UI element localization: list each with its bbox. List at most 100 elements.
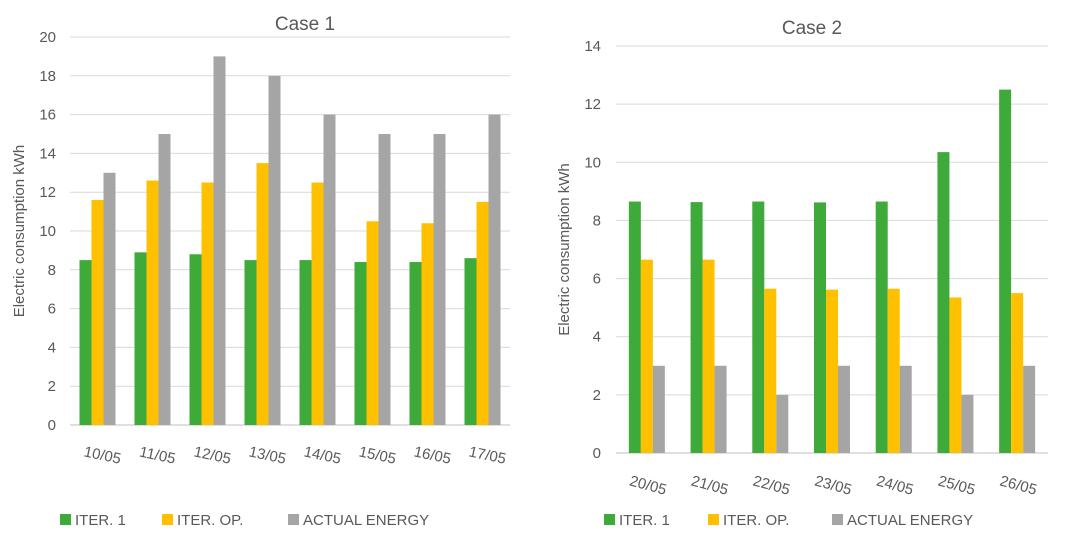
legend: ITER. 1 ITER. OP. ACTUAL ENERGY (604, 512, 973, 529)
x-tick-label: 16/05 (412, 443, 452, 467)
chart-title: Case 2 (782, 18, 842, 39)
x-tick-label: 25/05 (936, 473, 977, 499)
bar-iter-op (256, 163, 269, 425)
legend-label: ITER. 1 (619, 512, 670, 529)
y-tick-label: 14 (584, 38, 601, 55)
bar-iter-1 (814, 202, 826, 453)
legend-swatch (604, 514, 615, 525)
bar-iter-op (702, 259, 715, 453)
y-tick-label: 4 (593, 329, 601, 346)
bar-actual-energy (714, 365, 727, 453)
bar-iter-1 (875, 201, 888, 453)
y-tick-label: 8 (48, 262, 56, 279)
y-tick-label: 8 (593, 212, 601, 229)
x-tick-label: 23/05 (813, 473, 854, 499)
bar-iter-1 (409, 262, 422, 425)
legend-swatch (60, 514, 71, 525)
legend-label: ACTUAL ENERGY (303, 512, 429, 529)
x-tick-label: 24/05 (875, 473, 916, 499)
bar-iter-1 (752, 201, 765, 453)
x-tick-label: 11/05 (138, 443, 177, 467)
chart-title: Case 1 (275, 14, 335, 35)
x-tick-label: 15/05 (357, 443, 397, 467)
bar-iter-op (366, 221, 379, 425)
bar-actual-energy (433, 134, 446, 425)
legend-label: ITER. OP. (723, 512, 789, 529)
legend-swatch (288, 514, 299, 525)
y-tick-label: 6 (593, 271, 601, 288)
bar-actual-energy (1023, 365, 1036, 453)
y-axis-label: Electric consumption kWh (11, 145, 28, 318)
x-tick-label: 26/05 (998, 473, 1039, 499)
x-tick-label: 13/05 (247, 443, 287, 467)
x-tick-label: 17/05 (467, 443, 507, 467)
bar-actual-energy (158, 134, 171, 425)
bar-actual-energy (838, 365, 850, 453)
bar-iter-1 (628, 201, 641, 453)
bar-iter-op (311, 182, 324, 425)
y-tick-label: 6 (48, 301, 56, 318)
y-tick-label: 12 (584, 96, 601, 113)
y-tick-label: 18 (39, 68, 56, 85)
y-tick-label: 2 (48, 378, 56, 395)
legend-label: ACTUAL ENERGY (847, 512, 973, 529)
y-tick-label: 14 (39, 145, 56, 162)
bar-actual-energy (652, 365, 665, 453)
x-tick-label: 10/05 (82, 443, 122, 467)
bar-iter-op (640, 259, 653, 453)
bar-iter-op (91, 199, 104, 425)
bar-iter-1 (690, 202, 703, 453)
y-tick-label: 0 (593, 445, 601, 462)
bar-iter-1 (464, 258, 477, 425)
y-tick-label: 12 (39, 184, 56, 201)
y-tick-label: 4 (48, 339, 56, 356)
y-tick-label: 0 (48, 417, 56, 434)
y-tick-label: 20 (39, 29, 56, 46)
bar-actual-energy (103, 172, 116, 425)
chart-1: 0 2 4 6 8 10 12 14 16 18 20 Case 1 Electric consumpt… (11, 14, 510, 529)
bar-iter-op (887, 288, 900, 453)
y-tick-label: 16 (39, 107, 56, 124)
legend-swatch (832, 514, 843, 525)
bar-iter-op (764, 288, 777, 453)
x-tick-label: 22/05 (751, 473, 792, 499)
bar-iter-op (826, 289, 838, 453)
x-tick-label: 20/05 (628, 473, 669, 499)
bar-iter-1 (244, 260, 257, 425)
bar-iter-op (476, 201, 489, 425)
legend-swatch (708, 514, 719, 525)
bar-actual-energy (268, 75, 281, 426)
bar-iter-op (949, 297, 962, 453)
bar-iter-op (421, 223, 434, 425)
y-tick-label: 10 (39, 223, 56, 240)
bar-iter-1 (354, 262, 367, 425)
chart-2: 0 2 4 6 8 10 12 14 Case 2 Electric consumption kW… (556, 18, 1048, 529)
bar-iter-1 (79, 260, 92, 425)
y-tick-label: 2 (593, 387, 601, 404)
bar-iter-1 (937, 152, 950, 453)
y-tick-label: 10 (584, 154, 601, 171)
x-tick-label: 14/05 (302, 443, 342, 467)
bar-iter-1 (189, 254, 202, 425)
bar-iter-op (146, 180, 159, 425)
y-axis-label: Electric consumption kWh (556, 163, 573, 336)
bar-actual-energy (961, 394, 974, 453)
bar-iter-1 (299, 260, 312, 425)
bar-iter-1 (134, 252, 147, 425)
bar-actual-energy (776, 394, 789, 453)
legend: ITER. 1 ITER. OP. ACTUAL ENERGY (60, 512, 429, 529)
bar-actual-energy (899, 365, 912, 453)
legend-swatch (162, 514, 173, 525)
bar-iter-op (1011, 293, 1024, 453)
bar-actual-energy (378, 134, 391, 425)
bar-actual-energy (323, 114, 336, 425)
x-tick-label: 12/05 (192, 443, 232, 467)
bar-actual-energy (213, 56, 226, 426)
legend-label: ITER. 1 (75, 512, 126, 529)
x-tick-label: 21/05 (689, 473, 730, 499)
bar-iter-op (201, 182, 214, 425)
bar-actual-energy (488, 114, 501, 425)
bar-iter-1 (999, 89, 1012, 453)
legend-label: ITER. OP. (177, 512, 243, 529)
